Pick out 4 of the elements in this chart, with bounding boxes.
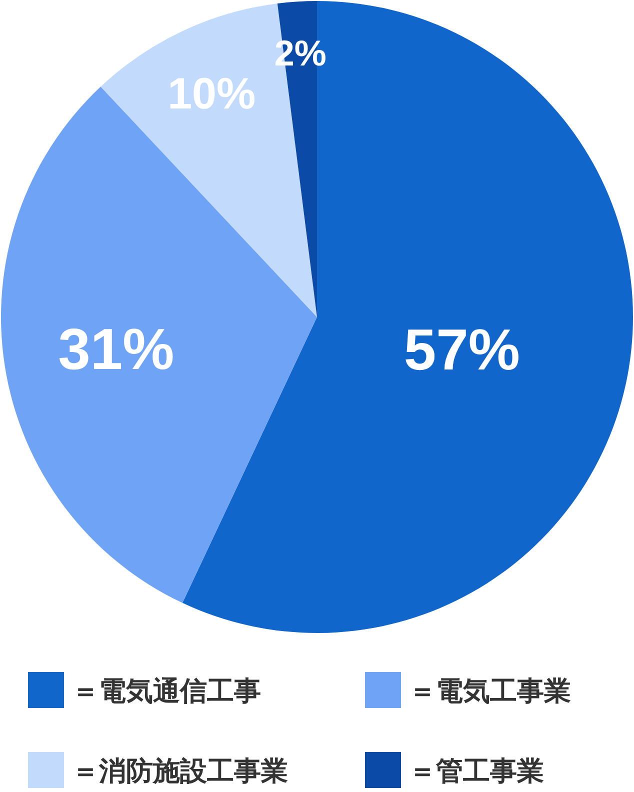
legend-label: ＝消防施設工事業 — [72, 756, 288, 786]
legend-label: ＝管工事業 — [409, 756, 544, 786]
legend-label: ＝電気通信工事 — [72, 676, 261, 706]
legend-label: ＝電気工事業 — [409, 676, 571, 706]
